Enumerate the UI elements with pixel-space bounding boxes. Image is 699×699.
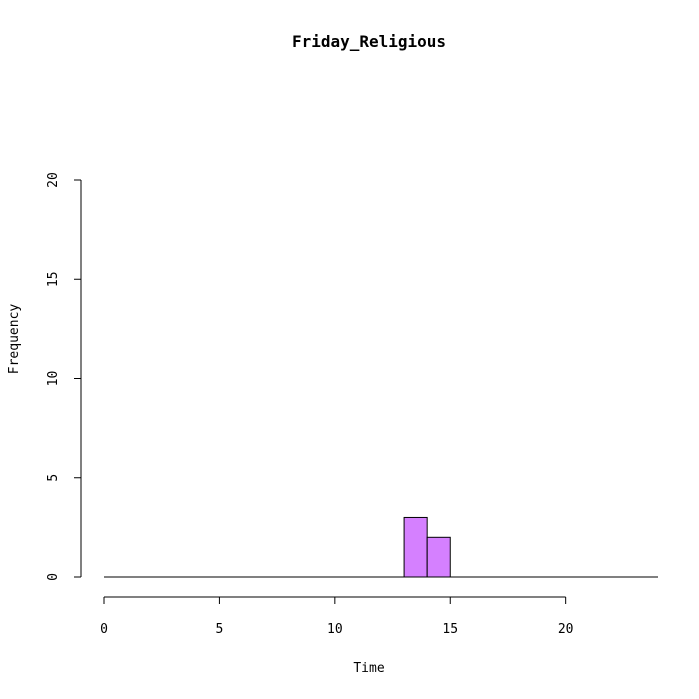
chart-title: Friday_Religious: [292, 32, 446, 51]
y-tick-label-5: 5: [46, 474, 61, 482]
y-tick-label-15: 15: [46, 271, 61, 287]
x-tick-label-10: 10: [327, 622, 343, 637]
x-tick-label-15: 15: [442, 622, 458, 637]
x-axis-label: Time: [353, 661, 384, 676]
y-tick-label-10: 10: [46, 371, 61, 387]
y-axis-label: Frequency: [7, 304, 22, 375]
bar-14-15: [426, 536, 451, 578]
x-tick-label-20: 20: [558, 622, 574, 637]
y-axis: 0 5 10 15 20: [46, 172, 82, 581]
x-tick-label-0: 0: [100, 622, 108, 637]
x-tick-label-5: 5: [216, 622, 224, 637]
y-tick-label-0: 0: [46, 573, 61, 581]
y-tick-label-20: 20: [46, 172, 61, 188]
histogram-bars: [403, 516, 451, 578]
x-axis: 0 5 10 15 20: [100, 596, 574, 637]
bar-13-14: [403, 516, 428, 578]
